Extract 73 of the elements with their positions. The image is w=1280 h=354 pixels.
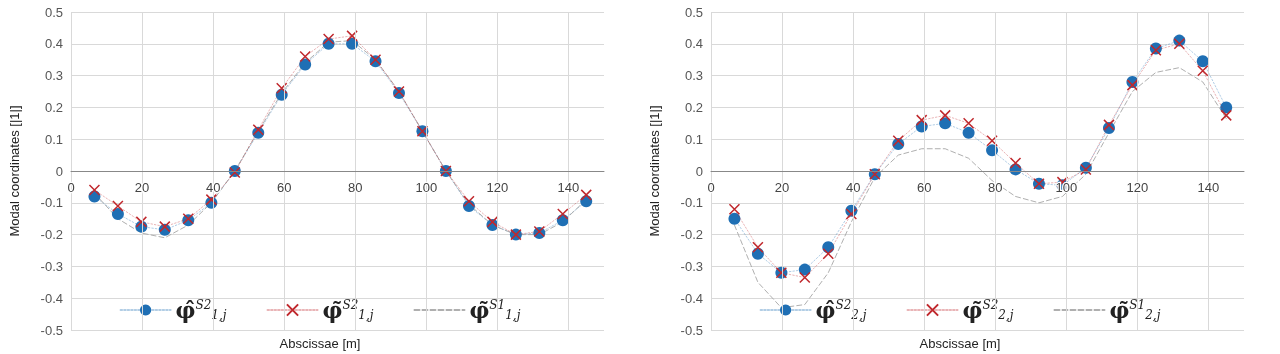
x-axis-title: Abscissae [m] <box>279 336 361 351</box>
y-tick-label: 0.5 <box>684 4 703 20</box>
y-tick-label: -0.3 <box>680 258 703 274</box>
point <box>752 241 764 254</box>
point <box>463 195 475 207</box>
y-tick-label: -0.5 <box>680 322 703 338</box>
point <box>135 216 148 228</box>
point <box>939 109 951 122</box>
y-tick-label: 0.4 <box>44 36 63 52</box>
x-tick-label: 140 <box>1197 180 1220 195</box>
x-tick-label: 0 <box>67 180 75 195</box>
point <box>822 247 835 260</box>
x-tick-label: 140 <box>557 180 580 195</box>
x-tick-label: 0 <box>707 180 715 195</box>
y-axis-title: Modal coordinates [|1|] <box>7 105 22 237</box>
point <box>299 50 311 63</box>
x-tick-label: 100 <box>1055 180 1078 195</box>
y-tick-label: 0.2 <box>44 99 63 115</box>
y-tick-label: -0.1 <box>40 195 63 211</box>
y-tick-label: 0.2 <box>684 99 703 115</box>
y-tick-label: 0 <box>695 163 703 179</box>
point <box>1197 65 1209 77</box>
x-tick-label: 100 <box>415 180 438 195</box>
x-tick-label: 60 <box>276 180 292 195</box>
point <box>1009 157 1022 169</box>
y-tick-label: -0.4 <box>680 290 703 306</box>
y-tick-label: -0.5 <box>40 322 63 338</box>
point <box>962 126 975 139</box>
x-tick-label: 20 <box>134 180 150 195</box>
point <box>111 207 124 220</box>
point <box>1220 101 1233 114</box>
y-tick-label: -0.3 <box>40 258 63 274</box>
x-axis-title: Abscissae [m] <box>919 336 1001 351</box>
y-tick-label: -0.2 <box>680 227 703 243</box>
y-tick-label: 0.1 <box>684 131 703 147</box>
y-tick-label: -0.4 <box>40 290 63 306</box>
x-tick-label: 80 <box>988 180 1003 195</box>
point <box>986 135 998 147</box>
y-tick-label: 0.5 <box>44 4 63 20</box>
x-tick-label: 120 <box>1126 180 1149 195</box>
y-axis-title: Modal coordinates [|1|] <box>647 105 662 237</box>
point <box>112 200 124 212</box>
point <box>88 184 101 196</box>
point <box>728 203 741 215</box>
x-tick-label: 40 <box>845 180 861 195</box>
point <box>939 117 952 130</box>
y-tick-label: 0.4 <box>684 36 703 52</box>
point <box>557 208 569 220</box>
point <box>346 30 358 42</box>
y-tick-label: 0.1 <box>44 131 63 147</box>
point <box>986 144 999 157</box>
y-tick-label: -0.1 <box>680 195 703 211</box>
y-tick-label: 0 <box>55 163 63 179</box>
point <box>962 117 975 130</box>
point <box>1173 38 1186 50</box>
y-tick-label: -0.2 <box>40 227 63 243</box>
point <box>799 271 811 284</box>
point <box>845 208 858 220</box>
point <box>728 212 741 225</box>
x-tick-label: 120 <box>486 180 509 195</box>
point <box>1103 119 1115 131</box>
point <box>580 189 592 201</box>
point <box>275 82 288 95</box>
x-tick-label: 20 <box>774 180 790 195</box>
point <box>1196 55 1209 68</box>
point <box>915 114 928 126</box>
x-tick-label: 60 <box>916 180 932 195</box>
x-tick-label: 40 <box>205 180 221 195</box>
point <box>322 33 335 45</box>
y-tick-label: 0.3 <box>684 68 703 84</box>
y-tick-label: 0.3 <box>44 68 63 84</box>
x-tick-label: 80 <box>348 180 363 195</box>
point <box>1220 109 1232 122</box>
